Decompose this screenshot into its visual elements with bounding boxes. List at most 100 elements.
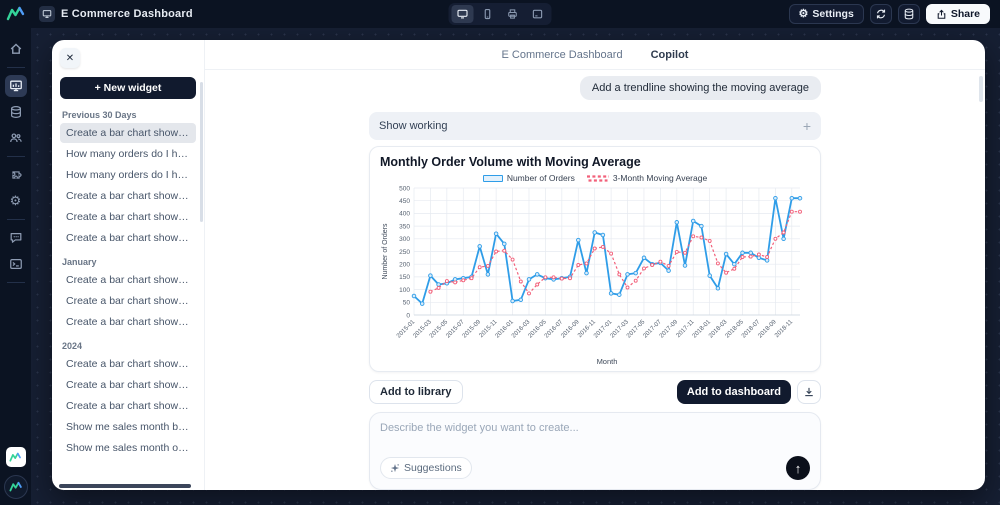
svg-text:100: 100 <box>399 287 410 294</box>
history-section-title: January <box>62 257 97 267</box>
history-item[interactable]: How many orders do I have in t... <box>66 148 196 160</box>
home-icon[interactable] <box>5 38 27 60</box>
history-scrollbar-vertical[interactable] <box>200 82 203 222</box>
history-item[interactable]: Create a bar chart showing the ... <box>66 211 196 223</box>
history-item[interactable]: How many orders do I have in t... <box>66 169 196 181</box>
data-sources-button[interactable] <box>897 4 920 24</box>
refresh-button[interactable] <box>869 4 892 24</box>
history-item[interactable]: Create a bar chart showing my ... <box>66 400 196 412</box>
share-label: Share <box>950 8 980 20</box>
svg-text:Number of Orders: Number of Orders <box>382 223 389 280</box>
dashboards-icon[interactable] <box>4 75 27 97</box>
show-working-label: Show working <box>379 120 448 132</box>
svg-text:0: 0 <box>406 312 410 319</box>
share-icon <box>937 9 946 19</box>
icon-rail: ⚙ <box>0 28 31 505</box>
settings-button[interactable]: ⚙ Settings <box>788 4 864 24</box>
history-scrollbar-horizontal[interactable] <box>59 484 191 488</box>
history-panel: ✕ + New widget Previous 30 Days Create a … <box>52 40 205 490</box>
history-item[interactable]: Create a bar chart showing my ... <box>66 274 196 286</box>
copilot-modal: ✕ + New widget Previous 30 Days Create a … <box>52 40 985 490</box>
device-desktop-button[interactable] <box>451 5 474 23</box>
history-item[interactable]: Show me sales month over mo... <box>66 442 196 454</box>
history-list: Previous 30 Days Create a bar chart showi… <box>60 101 196 484</box>
device-print-button[interactable] <box>502 5 524 23</box>
send-arrow-icon: ↑ <box>794 460 802 476</box>
account-logo-badge[interactable] <box>3 475 28 499</box>
chat-scrollbar[interactable] <box>979 76 983 102</box>
rail-divider <box>6 219 25 220</box>
suggestions-button[interactable]: Suggestions <box>380 457 472 479</box>
content-backdrop: ✕ + New widget Previous 30 Days Create a … <box>31 28 1000 505</box>
suggestions-label: Suggestions <box>404 462 462 474</box>
svg-text:350: 350 <box>399 223 410 230</box>
prompt-composer: Suggestions ↑ <box>369 412 821 490</box>
svg-text:150: 150 <box>399 274 410 281</box>
order-volume-chart: 0501001502002503003504004505002015-01201… <box>382 185 803 366</box>
history-item[interactable]: Create a bar chart showing my ... <box>60 123 196 143</box>
topbar-actions: ⚙ Settings Share <box>788 4 1000 24</box>
show-working-accordion[interactable]: Show working + <box>369 112 821 140</box>
device-tablet-button[interactable] <box>527 5 549 23</box>
history-item[interactable]: Create a bar chart showing the ... <box>66 232 196 244</box>
add-to-library-button[interactable]: Add to library <box>369 380 463 404</box>
svg-text:300: 300 <box>399 236 410 243</box>
legend-swatch-orders <box>482 174 503 182</box>
svg-text:50: 50 <box>403 300 411 307</box>
zigzag-logo-icon <box>6 6 24 21</box>
legend-swatch-moving-average <box>586 174 609 182</box>
history-section-title: Previous 30 Days <box>62 110 137 120</box>
expand-plus-icon: + <box>802 118 811 134</box>
integrations-puzzle-icon[interactable] <box>5 164 27 186</box>
svg-text:500: 500 <box>399 185 410 192</box>
svg-text:2018-11: 2018-11 <box>774 318 795 339</box>
tab-dashboard[interactable]: E Commerce Dashboard <box>501 48 623 61</box>
terminal-icon[interactable] <box>5 253 27 275</box>
database-icon <box>904 8 914 20</box>
chat-icon[interactable] <box>5 227 27 249</box>
history-item[interactable]: Create a bar chart showing my ... <box>66 190 196 202</box>
settings-gear-icon[interactable]: ⚙ <box>9 193 22 208</box>
widget-preview-card: Monthly Order Volume with Moving Average… <box>369 146 821 372</box>
new-widget-button[interactable]: + New widget <box>60 77 196 99</box>
history-item[interactable]: Create a bar chart showing my ... <box>66 379 196 391</box>
history-item[interactable]: Show me sales month by mont... <box>66 421 196 433</box>
download-button[interactable] <box>797 380 821 404</box>
legend-item-moving-average: 3-Month Moving Average <box>586 173 708 183</box>
topbar: E Commerce Dashboard ⚙ Settings <box>0 0 1000 28</box>
device-mobile-button[interactable] <box>477 5 499 23</box>
view-tabs: E Commerce Dashboard Copilot <box>205 40 985 70</box>
data-icon[interactable] <box>5 101 27 123</box>
svg-text:450: 450 <box>399 198 410 205</box>
chat-scroll-area: Add a trendline showing the moving avera… <box>205 70 985 490</box>
svg-text:200: 200 <box>399 262 410 269</box>
rail-divider <box>6 156 25 157</box>
legend-item-orders: Number of Orders <box>482 173 575 183</box>
zigzag-logo-icon <box>9 452 21 462</box>
add-to-dashboard-button[interactable]: Add to dashboard <box>676 380 791 404</box>
brand-logo[interactable] <box>0 6 31 22</box>
share-button[interactable]: Share <box>925 4 990 24</box>
tab-copilot[interactable]: Copilot <box>650 48 689 61</box>
user-message-bubble: Add a trendline showing the moving avera… <box>579 76 821 100</box>
close-button[interactable]: ✕ <box>60 48 80 68</box>
send-button[interactable]: ↑ <box>786 456 810 480</box>
gear-icon: ⚙ <box>798 7 809 20</box>
users-icon[interactable] <box>5 127 27 149</box>
history-item[interactable]: Create a bar chart showing my ... <box>66 358 196 370</box>
svg-text:250: 250 <box>399 249 410 256</box>
svg-text:400: 400 <box>399 211 410 218</box>
rail-divider <box>6 67 25 68</box>
workspace-logo-button[interactable] <box>5 447 26 467</box>
close-icon: ✕ <box>65 52 75 64</box>
history-item[interactable]: Create a bar chart showing my ... <box>66 295 196 307</box>
svg-text:Month: Month <box>597 357 618 366</box>
sparkle-icon <box>390 463 400 473</box>
legend-label-moving-average: 3-Month Moving Average <box>612 173 708 183</box>
history-item[interactable]: Create a bar chart showing the ... <box>66 316 196 328</box>
refresh-icon <box>876 9 885 19</box>
history-section-title: 2024 <box>62 341 83 351</box>
device-preview-toggle <box>448 3 552 25</box>
legend-label-orders: Number of Orders <box>506 173 575 183</box>
prompt-input[interactable] <box>380 422 810 434</box>
